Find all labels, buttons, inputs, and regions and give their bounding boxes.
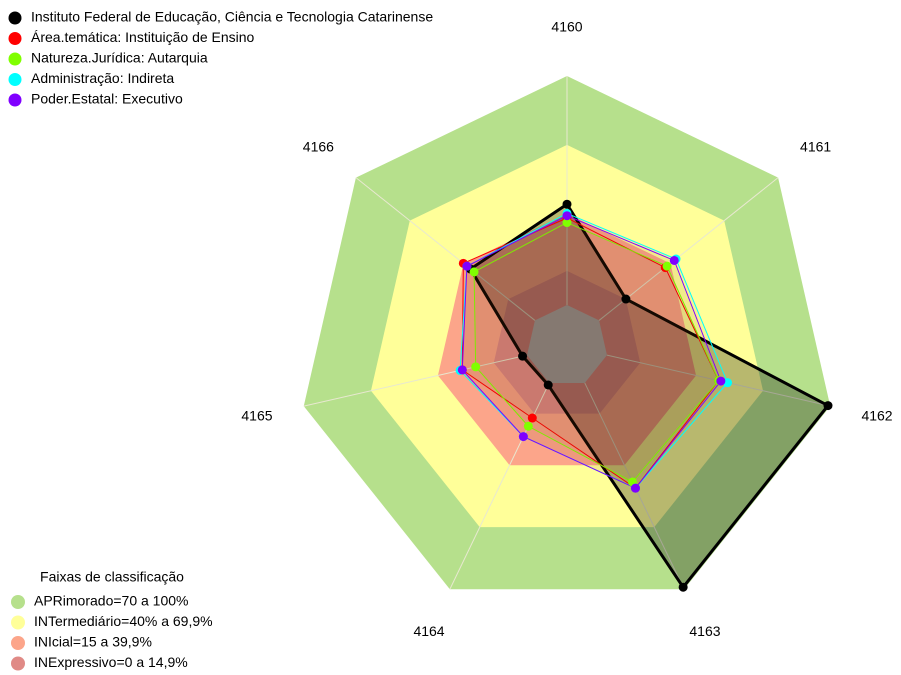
series-point: [543, 380, 553, 390]
band-legend-marker: [11, 656, 25, 671]
band-legend-title: Faixas de classificação: [40, 569, 184, 585]
legend-marker: [8, 73, 22, 86]
series-point: [518, 351, 528, 361]
series-line: [461, 217, 720, 489]
series-point: [527, 413, 537, 423]
series: [455, 199, 833, 592]
band-legend-marker: [11, 595, 25, 609]
series-point: [678, 582, 688, 592]
legend-marker: [8, 11, 22, 25]
band-legend-marker: [11, 615, 25, 630]
band-legend-marker: [11, 636, 25, 650]
band-legend-label: INExpressivo=0 a 14,9%: [34, 654, 188, 670]
series-point: [518, 432, 528, 442]
series-point: [716, 376, 726, 386]
series-point: [462, 261, 472, 271]
series-point: [823, 401, 833, 411]
series-line: [461, 215, 722, 489]
axis-label: 4160: [551, 19, 582, 35]
series-point: [669, 255, 679, 265]
axis-label: 4166: [303, 138, 334, 154]
band-legend-label: INTermediário=40% a 69,9%: [34, 613, 213, 629]
series-point: [562, 211, 572, 221]
bands: [303, 76, 831, 590]
spoke: [303, 354, 528, 407]
axis-label: 4165: [241, 407, 272, 423]
series-point: [630, 483, 640, 493]
series-point: [562, 218, 572, 228]
legend-label: Administração: Indireta: [31, 70, 174, 86]
series-point: [562, 199, 572, 209]
legend-label: Instituto Federal de Educação, Ciência e…: [31, 9, 433, 25]
band-legend-label: INIcial=15 a 39,9%: [34, 634, 152, 650]
series-point: [469, 267, 479, 277]
axis-label: 4164: [413, 623, 444, 639]
series-point: [523, 421, 533, 431]
band-legend-label: APRimorado=70 a 100%: [34, 593, 189, 609]
axis-label: 4162: [861, 407, 892, 423]
series-point: [621, 294, 631, 304]
spoke: [355, 177, 536, 321]
legend-label: Natureza.Jurídica: Autarquia: [31, 50, 208, 66]
series-point: [457, 365, 467, 375]
series-point: [471, 362, 481, 372]
legend-label: Poder.Estatal: Executivo: [31, 91, 183, 107]
axis-label: 4161: [800, 138, 831, 154]
series-line: [468, 202, 831, 590]
series-point: [723, 378, 733, 388]
center: [527, 305, 607, 383]
legend-marker: [8, 32, 22, 45]
legend-marker: [8, 93, 22, 107]
series-point: [662, 261, 672, 271]
legend-label: Área.temática: Instituição de Ensino: [31, 29, 255, 45]
legend: Instituto Federal de Educação, Ciência e…: [8, 9, 433, 671]
axis-label: 4163: [689, 623, 720, 639]
legend-marker: [8, 52, 22, 66]
